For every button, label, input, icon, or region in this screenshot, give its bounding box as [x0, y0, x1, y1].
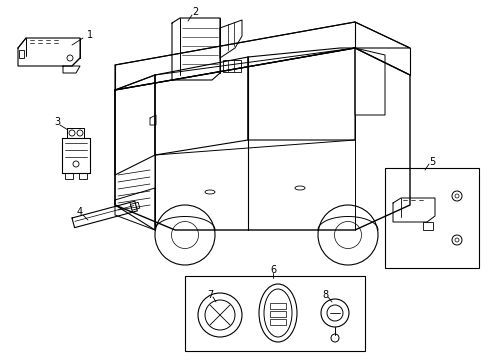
Bar — [384, 168, 478, 268]
Text: 4: 4 — [77, 207, 83, 217]
Text: 1: 1 — [87, 30, 93, 40]
Bar — [269, 311, 285, 317]
Text: 5: 5 — [428, 157, 434, 167]
Bar — [184, 276, 364, 351]
Text: 7: 7 — [206, 290, 213, 300]
Bar — [19, 50, 24, 58]
Bar — [422, 222, 432, 230]
Bar — [269, 319, 285, 325]
Bar — [269, 303, 285, 309]
Bar — [223, 60, 241, 72]
Bar — [65, 173, 73, 179]
Bar — [79, 173, 87, 179]
Text: 2: 2 — [191, 7, 198, 17]
Text: 8: 8 — [321, 290, 327, 300]
Text: 3: 3 — [54, 117, 60, 127]
Text: 6: 6 — [269, 265, 276, 275]
